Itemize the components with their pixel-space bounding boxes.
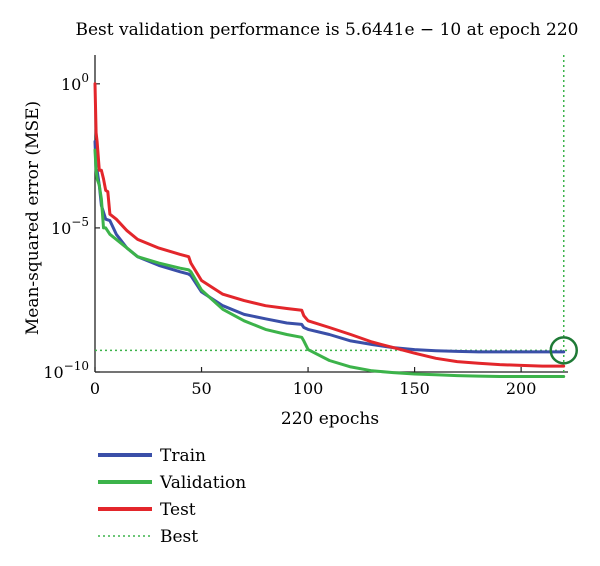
legend: Train Validation Test Best — [98, 446, 246, 547]
x-tick-label: 100 — [293, 379, 324, 398]
legend-label-train: Train — [160, 446, 206, 466]
x-tick-label: 50 — [191, 379, 211, 398]
y-tick-label: 10−10 — [43, 359, 89, 382]
x-axis-label: 220 epochs — [281, 409, 379, 429]
y-tick-label: 100 — [61, 71, 89, 94]
plot-area: 0 50 100 150 200 100 10−5 10−10 — [43, 55, 578, 398]
best-point-marker — [549, 336, 578, 365]
y-axis-label: Mean-squared error (MSE) — [23, 101, 43, 335]
series-line-test — [93, 82, 566, 368]
legend-label-best: Best — [160, 527, 198, 547]
series-line-validation — [93, 148, 566, 378]
x-tick-label: 200 — [506, 379, 537, 398]
legend-label-test: Test — [160, 500, 196, 520]
legend-label-validation: Validation — [159, 473, 246, 493]
x-tick-label: 0 — [90, 379, 100, 398]
series-line-train — [93, 140, 566, 354]
y-tick-label: 10−5 — [51, 215, 89, 238]
chart-title: Best validation performance is 5.6441e −… — [76, 20, 579, 40]
x-tick-label: 150 — [399, 379, 430, 398]
